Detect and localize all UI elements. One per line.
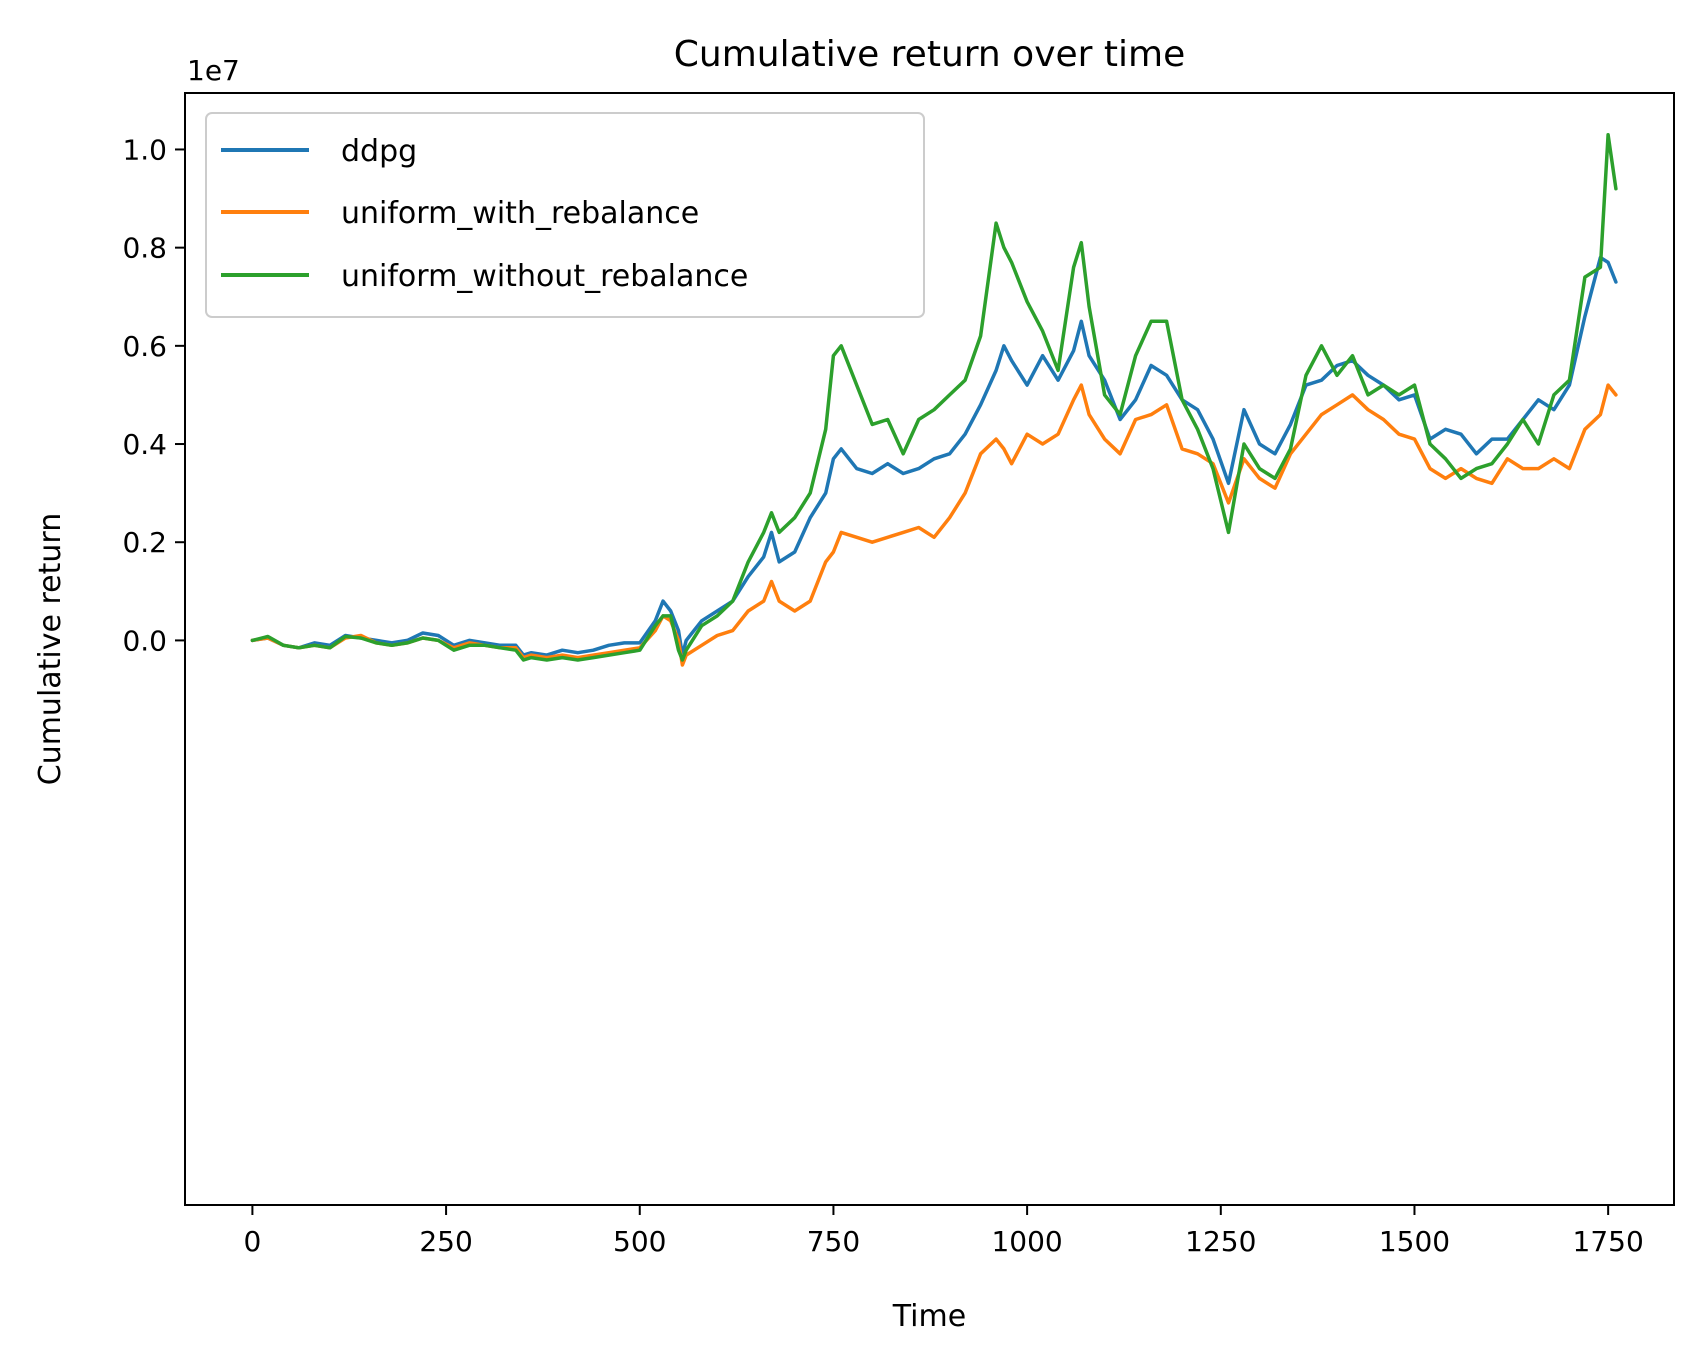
x-tick-label: 750 bbox=[807, 1225, 860, 1258]
x-tick-label: 0 bbox=[243, 1225, 261, 1258]
series-line-uniform-without-rebalance bbox=[250, 132, 1618, 662]
x-tick-label: 1250 bbox=[1185, 1225, 1256, 1258]
y-axis-offset-label: 1e7 bbox=[187, 54, 240, 87]
y-tick-label: 0.4 bbox=[122, 428, 167, 461]
x-tick-label: 1000 bbox=[991, 1225, 1062, 1258]
y-tick-label: 0.2 bbox=[122, 526, 167, 559]
y-tick-label: 1.0 bbox=[122, 133, 167, 166]
x-axis-ticks: 0 250 500 750 1000 1250 1500 1750 bbox=[243, 1205, 1644, 1258]
x-tick-label: 500 bbox=[613, 1225, 666, 1258]
plot-area-frame bbox=[184, 92, 1675, 1206]
legend: ddpg uniform_with_rebalance uniform_with… bbox=[205, 112, 925, 318]
y-tick-label: 0.6 bbox=[122, 330, 167, 363]
chart-title: Cumulative return over time bbox=[674, 34, 1186, 75]
x-tick-label: 1750 bbox=[1573, 1225, 1644, 1258]
y-axis-label: Cumulative return bbox=[33, 513, 68, 786]
legend-label-uniform-with-rebalance: uniform_with_rebalance bbox=[341, 196, 699, 231]
x-axis-label: Time bbox=[892, 1299, 966, 1334]
legend-label-ddpg: ddpg bbox=[341, 134, 417, 169]
legend-frame bbox=[205, 112, 925, 318]
series-line-ddpg bbox=[250, 255, 1618, 657]
y-tick-label: 0.8 bbox=[122, 232, 167, 265]
series-layer bbox=[250, 132, 1618, 667]
y-tick-label: 0.0 bbox=[122, 624, 167, 657]
x-tick-label: 250 bbox=[419, 1225, 472, 1258]
legend-label-uniform-without-rebalance: uniform_without_rebalance bbox=[341, 259, 748, 294]
y-axis-ticks: 0.0 0.2 0.4 0.6 0.8 1.0 bbox=[122, 133, 185, 657]
x-tick-label: 1500 bbox=[1379, 1225, 1450, 1258]
